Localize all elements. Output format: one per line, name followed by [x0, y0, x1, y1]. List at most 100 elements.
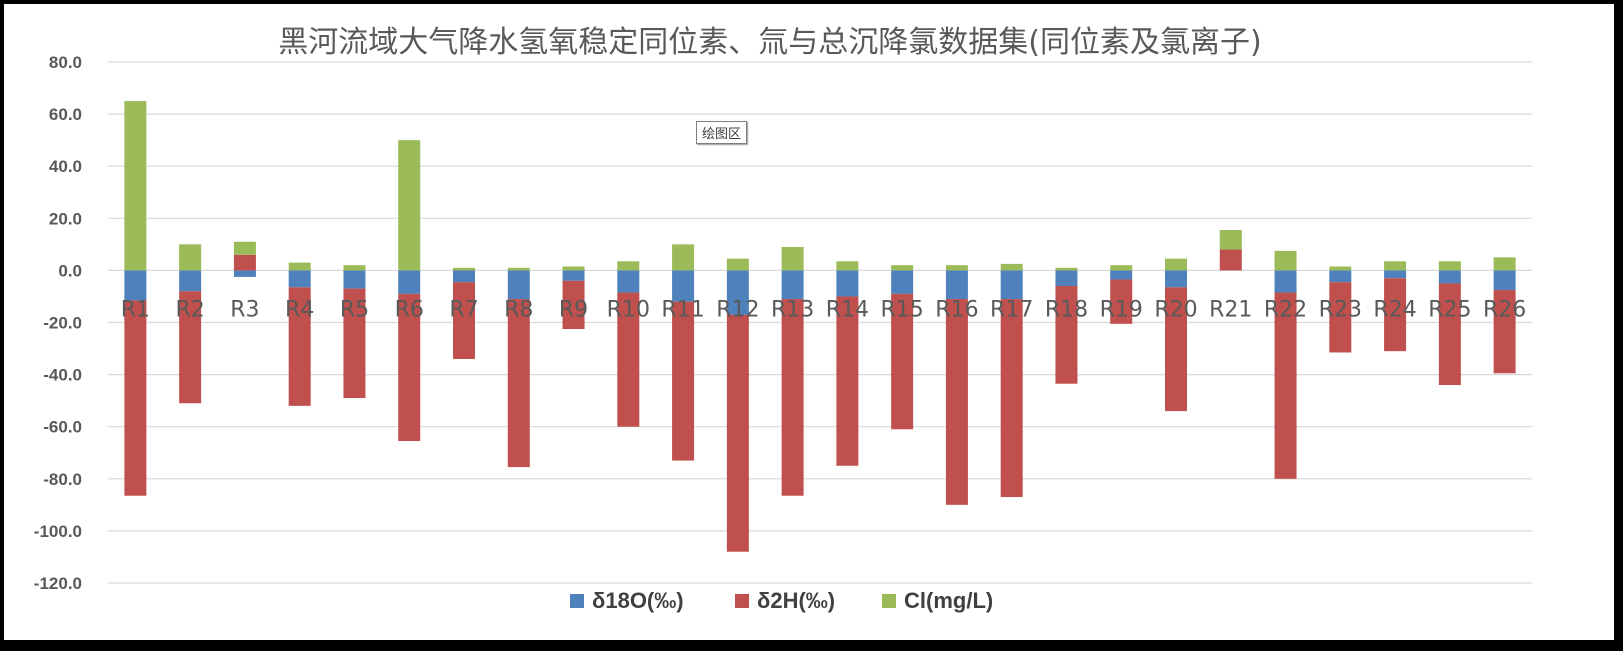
bar-R19-series-2	[1110, 265, 1133, 271]
bar-R22-series-2	[1274, 250, 1297, 271]
x-tick-label: R26	[1483, 297, 1526, 322]
x-tick-label: R4	[285, 297, 314, 322]
y-tick-label: 20.0	[49, 209, 82, 228]
bar-R17-series-2	[1000, 263, 1023, 271]
chart-frame: 黑河流域大气降水氢氧稳定同位素、氚与总沉降氯数据集(同位素及氯离子) 80.0 6…	[4, 4, 1614, 640]
y-tick-label: -100.0	[34, 522, 82, 541]
y-tick-label: -20.0	[43, 314, 82, 333]
x-tick-label: R18	[1045, 297, 1088, 322]
x-tick-label: R9	[559, 297, 588, 322]
bar-R11-series-1	[672, 301, 695, 461]
x-tick-label: R7	[449, 297, 478, 322]
bar-R21-series-1	[1219, 249, 1242, 271]
x-tick-label: R11	[661, 297, 704, 322]
bar-R24-series-1	[1384, 278, 1407, 352]
legend-label: δ2H(‰)	[757, 588, 835, 613]
bar-R5-series-0	[343, 270, 366, 289]
x-tick-label: R10	[607, 297, 650, 322]
bar-R9-series-0	[562, 270, 585, 281]
x-tick-label: R12	[716, 297, 759, 322]
legend-label: δ18O(‰)	[592, 588, 684, 613]
bar-R24-series-0	[1384, 270, 1407, 279]
bar-R11-series-0	[672, 270, 695, 302]
chart-svg: 黑河流域大气降水氢氧稳定同位素、氚与总沉降氯数据集(同位素及氯离子) 80.0 6…	[34, 25, 1532, 613]
y-tick-label: -120.0	[34, 574, 82, 593]
bar-R13-series-2	[781, 246, 804, 271]
bar-R15-series-1	[891, 293, 914, 430]
y-tick-label: -40.0	[43, 366, 82, 385]
bar-R20-series-1	[1165, 287, 1187, 412]
x-tick-label: R23	[1319, 297, 1362, 322]
bar-R16-series-2	[945, 265, 968, 271]
x-tick-label: R1	[121, 297, 150, 322]
bar-R23-series-0	[1329, 270, 1352, 283]
chart-title: 黑河流域大气降水氢氧稳定同位素、氚与总沉降氯数据集(同位素及氯离子)	[278, 25, 1261, 60]
bar-R13-series-0	[781, 270, 804, 300]
bar-R24-series-2	[1384, 261, 1407, 271]
y-tick-label: -60.0	[43, 418, 82, 437]
x-tick-label: R22	[1264, 297, 1307, 322]
bar-R6-series-1	[398, 293, 421, 442]
bar-R21-series-2	[1219, 230, 1242, 250]
legend-swatch	[570, 594, 584, 608]
bar-R11-series-2	[672, 244, 695, 271]
bar-R17-series-0	[1000, 270, 1023, 300]
bar-R5-series-2	[343, 265, 366, 271]
bar-R16-series-1	[945, 299, 968, 505]
y-tick-label: 0.0	[58, 261, 82, 280]
legend-swatch	[882, 594, 896, 608]
bar-R6-series-2	[398, 140, 421, 271]
bar-R4-series-0	[288, 270, 311, 288]
bar-R14-series-0	[836, 270, 859, 297]
bar-R8-series-1	[507, 299, 530, 468]
bar-R19-series-1	[1110, 279, 1133, 324]
bar-R12-series-0	[726, 270, 749, 315]
x-tick-label: R2	[176, 297, 205, 322]
bar-R7-series-1	[453, 282, 475, 359]
bar-R10-series-1	[617, 292, 640, 427]
x-tick-label: R13	[771, 297, 814, 322]
bar-R23-series-1	[1329, 282, 1352, 353]
bar-R3-series-0	[233, 270, 256, 277]
legend-swatch	[735, 594, 749, 608]
y-axis-ticks: 80.0 60.0 40.0 20.0 0.0 -20.0 -40.0 -60.0 -80.0 -…	[34, 53, 82, 593]
bar-R6-series-0	[398, 270, 421, 294]
bar-R9-series-2	[562, 266, 585, 271]
bar-R18-series-1	[1055, 286, 1078, 384]
bar-R16-series-0	[945, 270, 968, 300]
bar-R7-series-0	[453, 270, 475, 283]
bar-R2-series-2	[179, 244, 202, 271]
y-tick-label: 40.0	[49, 157, 82, 176]
bar-R3-series-2	[233, 241, 256, 255]
bar-R17-series-1	[1000, 299, 1023, 498]
bar-R2-series-1	[179, 291, 202, 404]
bar-R12-series-2	[726, 258, 749, 271]
bar-R8-series-0	[507, 270, 530, 300]
bar-R25-series-0	[1438, 270, 1461, 284]
bar-R5-series-1	[343, 288, 366, 399]
bar-R18-series-0	[1055, 270, 1078, 287]
bar-R26-series-0	[1493, 270, 1516, 290]
bar-R14-series-1	[836, 296, 859, 466]
bar-R14-series-2	[836, 261, 859, 271]
bar-R25-series-1	[1438, 283, 1461, 386]
y-tick-label: 80.0	[49, 53, 82, 72]
x-tick-label: R5	[340, 297, 369, 322]
x-tick-label: R21	[1209, 297, 1252, 322]
legend: δ18O(‰) δ2H(‰) Cl(mg/L)	[570, 588, 993, 613]
bar-R9-series-1	[562, 280, 585, 330]
bar-R1-series-1	[124, 300, 147, 496]
x-tick-label: R14	[826, 297, 869, 322]
bar-R1-series-2	[124, 101, 147, 271]
grid-lines	[108, 61, 1532, 584]
bar-R18-series-2	[1055, 267, 1078, 271]
x-tick-label: R6	[395, 297, 424, 322]
plot-area-tooltip: 绘图区	[696, 121, 748, 144]
bar-R15-series-0	[891, 270, 914, 294]
x-axis-ticks: R1 R2 R3 R4 R5 R6 R7 R8 R9 R10 R11 R12 R13 R14 R15 R16 R…	[121, 297, 1527, 322]
bar-R26-series-1	[1493, 289, 1516, 374]
bar-R13-series-1	[781, 299, 804, 496]
bar-R4-series-2	[288, 262, 311, 271]
bar-R22-series-0	[1274, 270, 1297, 293]
bar-R19-series-0	[1110, 270, 1133, 280]
